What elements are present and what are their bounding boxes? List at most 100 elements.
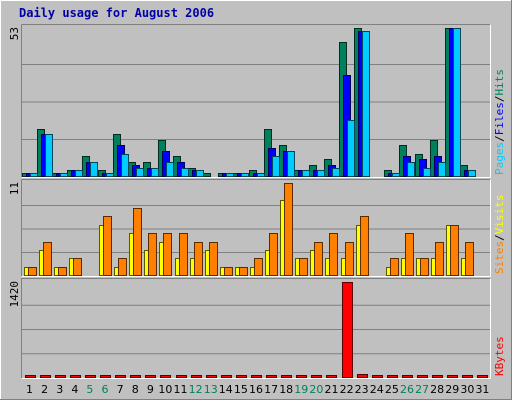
bar-pages-day-7 [121,154,129,177]
bar-kbytes-day-3 [55,375,66,378]
bar-sites-day-16 [254,258,263,276]
x-tick-label-day-30: 30 [460,383,474,396]
bar-sites-day-17 [269,233,278,276]
x-tick-label-day-2: 2 [41,383,48,396]
legend-sites: Sites [493,241,506,274]
bar-pages-day-21 [332,168,340,177]
bar-pages-day-10 [166,162,174,177]
x-tick-label-day-16: 16 [249,383,263,396]
x-tick-label-day-25: 25 [385,383,399,396]
bar-sites-day-20 [314,242,323,276]
legend-separator: / [493,96,506,103]
bar-pages-day-18 [287,151,295,177]
x-tick-label-day-3: 3 [56,383,63,396]
legend-visits: Visits [493,195,506,235]
bar-sites-day-26 [405,233,414,276]
bar-pages-day-26 [407,162,415,177]
bar-pages-day-8 [136,168,144,177]
bar-sites-day-19 [299,258,308,276]
bar-hits-day-13 [203,173,211,177]
bar-kbytes-day-27 [417,375,428,378]
bar-pages-day-30 [468,170,476,177]
x-axis-labels: 1 2 3 4 5 6 7 8 9 10 11 12 13 14 15 16 17 18 19 20 21 22 23 24 2… [26,383,489,396]
bar-pages-day-27 [423,168,431,177]
bar-pages-day-6 [106,173,114,177]
bar-sites-day-3 [58,267,67,276]
bar-pages-day-9 [151,168,159,177]
bar-kbytes-day-29 [447,375,458,378]
bar-pages-day-16 [257,173,265,177]
bar-pages-day-22 [347,120,355,177]
panel-max-label: 11 [8,182,21,195]
bar-kbytes-day-5 [85,375,96,378]
bar-sites-day-10 [163,233,172,276]
bar-sites-day-28 [435,242,444,276]
bar-pages-day-15 [241,173,249,177]
legend-kbytes: KBytes [493,336,506,376]
bar-kbytes-day-31 [477,375,488,378]
x-tick-label-day-23: 23 [355,383,369,396]
bar-kbytes-day-2 [40,375,51,378]
bar-sites-day-15 [239,267,248,276]
x-tick-label-day-20: 20 [309,383,323,396]
bar-kbytes-day-25 [387,375,398,378]
x-tick-label-day-24: 24 [370,383,384,396]
bar-kbytes-day-18 [281,375,292,378]
bar-sites-day-30 [465,242,474,276]
bar-kbytes-day-6 [100,375,111,378]
bar-sites-day-12 [194,242,203,276]
bar-sites-day-21 [329,233,338,276]
bar-kbytes-day-26 [402,375,413,378]
bar-kbytes-day-15 [236,375,247,378]
panel-bottom: 1420 KBytes [8,278,506,379]
bar-kbytes-day-28 [432,375,443,378]
panel-max-label: 53 [8,27,21,40]
series-sites [28,183,474,276]
bar-sites-day-29 [450,225,459,276]
legend-hits: Hits [493,69,506,96]
panel-middle: 11 Sites/Visits [8,179,506,277]
x-tick-label-day-8: 8 [132,383,139,396]
bar-kbytes-day-8 [130,375,141,378]
x-tick-label-day-26: 26 [400,383,414,396]
bar-pages-day-1 [30,173,38,177]
bar-sites-day-18 [284,183,293,276]
x-tick-label-day-21: 21 [324,383,338,396]
x-tick-label-day-22: 22 [340,383,354,396]
bar-sites-day-4 [73,258,82,276]
x-tick-label-day-7: 7 [117,383,124,396]
bar-pages-day-23 [362,31,370,177]
legend-files: Files [493,102,506,135]
bar-kbytes-day-30 [462,375,473,378]
x-tick-label-day-5: 5 [86,383,93,396]
bar-sites-day-23 [360,216,369,276]
panel-legend: KBytes [493,336,506,376]
x-tick-label-day-11: 11 [174,383,188,396]
x-tick-label-day-14: 14 [219,383,233,396]
bar-sites-day-8 [133,208,142,276]
legend-separator: / [493,234,506,241]
panel-background [22,25,490,177]
panel-legend: Pages/Files/Hits [493,69,506,175]
bar-sites-day-2 [43,242,52,276]
bar-kbytes-day-19 [296,375,307,378]
bar-pages-day-28 [438,162,446,177]
legend-pages: Pages [493,142,506,175]
bar-sites-day-7 [118,258,127,276]
x-tick-label-day-15: 15 [234,383,248,396]
x-tick-label-day-9: 9 [147,383,154,396]
bar-kbytes-day-17 [266,375,277,378]
bar-pages-day-12 [196,170,204,177]
bar-pages-day-5 [90,162,98,177]
series-kbytes [25,282,488,378]
bar-sites-day-27 [420,258,429,276]
bar-pages-day-20 [317,170,325,177]
bar-sites-day-6 [103,216,112,276]
bar-kbytes-day-11 [176,375,187,378]
x-tick-label-day-10: 10 [158,383,172,396]
bar-kbytes-day-9 [145,375,156,378]
bar-kbytes-day-13 [206,375,217,378]
bar-sites-day-9 [148,233,157,276]
